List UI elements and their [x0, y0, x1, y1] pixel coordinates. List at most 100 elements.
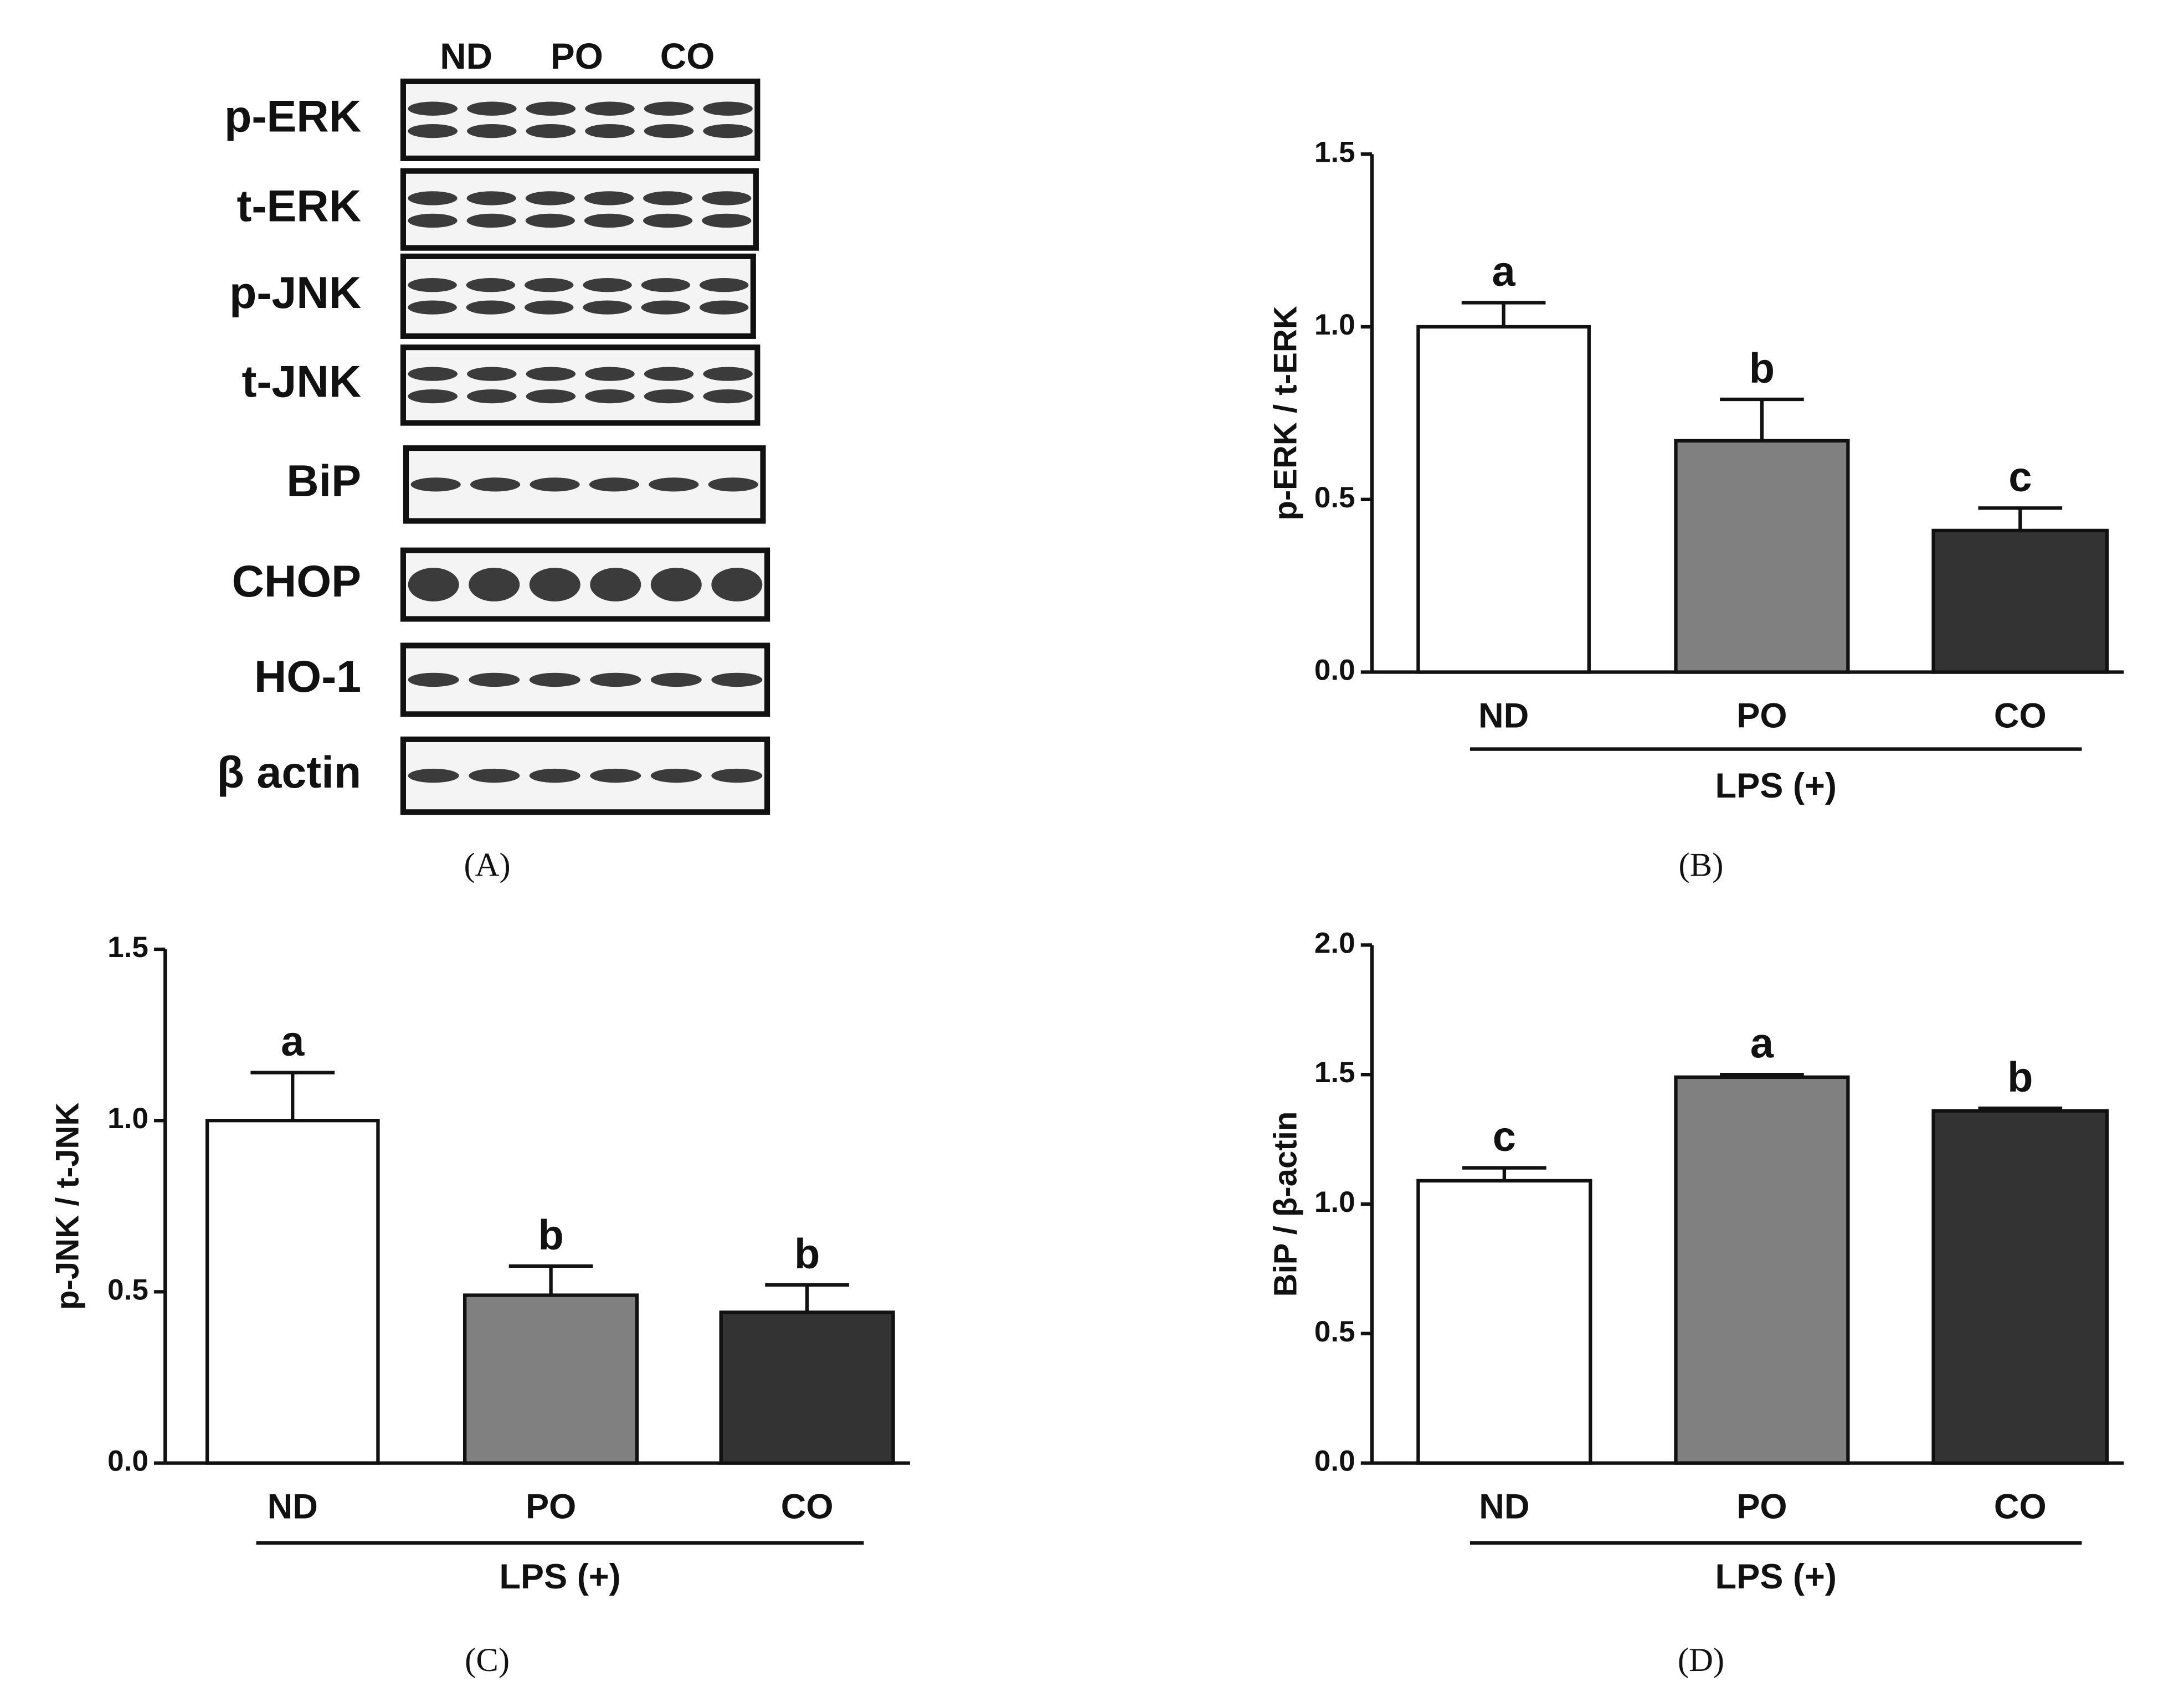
- blot-band: [408, 300, 457, 315]
- blot-band: [584, 213, 634, 228]
- blot-band: [525, 213, 575, 228]
- blot-band: [711, 672, 763, 687]
- blot-band: [470, 477, 521, 492]
- significance-letter: b: [2007, 1053, 2033, 1101]
- bar: [1931, 1109, 2109, 1465]
- blot-band: [711, 568, 763, 601]
- blot-row-label: β actin: [217, 748, 362, 798]
- blot-band: [583, 300, 632, 315]
- significance-letter: b: [1749, 344, 1775, 392]
- blot-band: [408, 213, 458, 228]
- y-tick-label: 1.5: [1314, 1056, 1355, 1089]
- blot-band: [699, 278, 749, 292]
- blot-band: [585, 367, 635, 381]
- bar: [1416, 1179, 1592, 1465]
- blot-band: [589, 477, 640, 492]
- blot-band: [649, 477, 699, 492]
- blot-band: [467, 389, 517, 404]
- significance-letter: c: [2008, 454, 2032, 501]
- blot-band: [408, 389, 458, 404]
- blot-band: [699, 300, 749, 315]
- significance-letter: a: [1750, 1020, 1774, 1067]
- blot-frame: [400, 344, 760, 426]
- blot-band: [585, 389, 635, 404]
- blot-band: [526, 101, 576, 116]
- y-tick-label: 1.0: [107, 1102, 148, 1135]
- blot-frame: [400, 736, 770, 815]
- y-tick-label: 1.0: [1314, 308, 1355, 341]
- blot-band: [466, 278, 516, 292]
- blot-band: [644, 101, 694, 116]
- blot-band: [703, 367, 753, 381]
- lane-label: ND: [440, 36, 492, 76]
- blot-band: [408, 124, 458, 138]
- x-tick-label: PO: [1736, 697, 1787, 736]
- bar: [1931, 528, 2109, 674]
- x-tick-label: CO: [781, 1488, 834, 1526]
- blot-band: [526, 124, 576, 138]
- y-tick-label: 1.5: [1314, 136, 1355, 168]
- blot-band: [590, 768, 641, 783]
- blot-band: [408, 367, 458, 381]
- group-label: LPS (+): [1715, 1557, 1837, 1596]
- blot-frame: [403, 445, 766, 524]
- blot-row-label: CHOP: [232, 557, 361, 606]
- blot-band: [590, 672, 641, 687]
- blot-frame: [400, 168, 759, 251]
- blot-band: [469, 768, 520, 783]
- blot-band: [529, 568, 580, 601]
- significance-letter: c: [1493, 1113, 1516, 1160]
- blot-band: [467, 101, 517, 116]
- blot-band: [643, 213, 693, 228]
- y-tick-label: 1.0: [1314, 1186, 1355, 1218]
- panel-label: (C): [465, 1642, 510, 1679]
- significance-letter: b: [794, 1231, 820, 1278]
- blot-band: [408, 101, 458, 116]
- blot-band: [650, 568, 702, 601]
- blot-band: [467, 124, 517, 138]
- blot-band: [644, 124, 694, 138]
- blot-band: [408, 278, 457, 292]
- blot-frame: [400, 642, 770, 717]
- blot-band: [711, 768, 763, 783]
- y-tick-label: 2.0: [1314, 927, 1355, 959]
- blot-row-label: HO-1: [254, 652, 361, 702]
- group-label: LPS (+): [499, 1557, 620, 1596]
- panel-label: (A): [464, 846, 510, 883]
- blot-row-label: p-ERK: [224, 92, 361, 142]
- bar: [1416, 325, 1591, 674]
- y-tick-label: 0.5: [107, 1273, 148, 1306]
- blot-band: [526, 367, 576, 381]
- blot-band: [524, 300, 574, 315]
- blot-band: [467, 367, 517, 381]
- bar: [1674, 1075, 1850, 1465]
- x-tick-label: ND: [268, 1488, 318, 1526]
- blot-band: [469, 672, 520, 687]
- blot-band: [590, 568, 641, 601]
- blot-row-label: t-JNK: [241, 357, 361, 407]
- blot-row-label: BiP: [286, 456, 361, 506]
- blot-band: [408, 568, 459, 601]
- panel-label: (D): [1678, 1642, 1724, 1679]
- lane-label: PO: [551, 36, 603, 76]
- y-axis-label: p-ERK / t-ERK: [1268, 306, 1304, 520]
- blot-frame: [400, 547, 770, 622]
- blot-band: [585, 101, 635, 116]
- blot-band: [466, 213, 516, 228]
- blot-band: [644, 389, 694, 404]
- blot-band: [410, 477, 461, 492]
- y-axis-label: p-JNK / t-JNK: [50, 1102, 86, 1310]
- x-tick-label: ND: [1479, 1488, 1529, 1526]
- blot-band: [529, 768, 580, 783]
- blot-band: [466, 300, 516, 315]
- x-tick-label: PO: [526, 1488, 576, 1526]
- blot-band: [650, 768, 702, 783]
- y-tick-label: 0.5: [1314, 1315, 1355, 1348]
- group-label: LPS (+): [1715, 767, 1837, 805]
- significance-letter: b: [538, 1211, 563, 1258]
- blot-band: [702, 191, 752, 205]
- blot-band: [525, 191, 575, 205]
- blot-band: [703, 124, 753, 138]
- blot-band: [703, 101, 753, 116]
